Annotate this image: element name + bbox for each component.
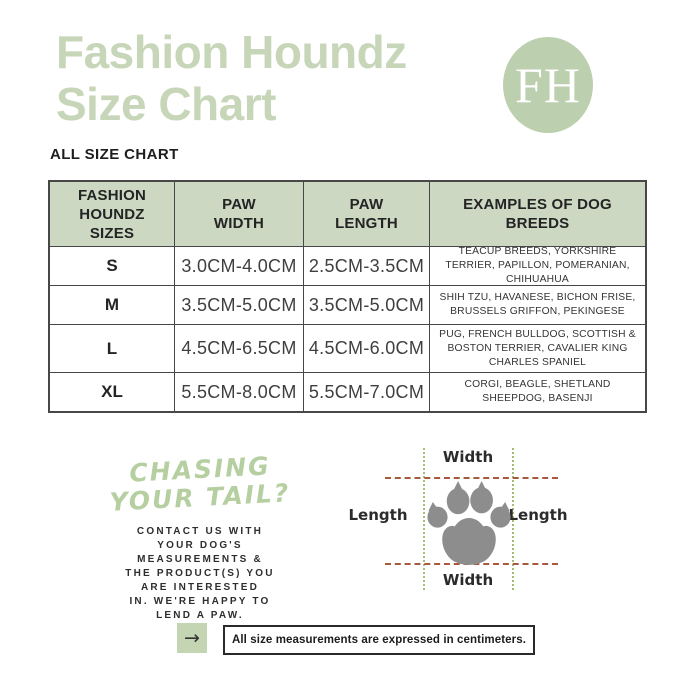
width-guide-line-right	[512, 448, 514, 590]
length-label-left: Length	[348, 506, 408, 524]
breeds-cell: SHIH TZU, HAVANESE, BICHON FRISE, BRUSSE…	[430, 286, 645, 324]
paw-print-icon	[427, 481, 511, 565]
paw-length-cell: 5.5CM-7.0CM	[304, 373, 429, 411]
page-title-line2: Size Chart	[56, 78, 276, 130]
contact-body-line: ARE INTERESTED	[140, 582, 260, 593]
contact-block: CHASING YOUR TAIL? CONTACT US WITH YOUR …	[102, 451, 298, 623]
size-cell: M	[50, 286, 174, 324]
paw-length-cell: 2.5CM-3.5CM	[304, 247, 429, 285]
brand-logo: FH	[503, 37, 593, 133]
paw-measurement-diagram: Width Width Length Length	[349, 440, 575, 610]
arrow-badge: →	[177, 623, 207, 653]
right-arrow-icon: →	[184, 626, 200, 649]
column-header-breeds: EXAMPLES OF DOG BREEDS	[430, 182, 645, 246]
breeds-cell: CORGI, BEAGLE, SHETLAND SHEEPDOG, BASENJ…	[430, 373, 645, 411]
paw-width-cell: 3.0CM-4.0CM	[175, 247, 303, 285]
size-chart-table: FASHION HOUNDZ SIZES PAW WIDTH PAW LENGT…	[48, 180, 647, 413]
width-guide-line-left	[423, 448, 425, 590]
column-header-sizes: FASHION HOUNDZ SIZES	[50, 182, 174, 246]
paw-width-cell: 5.5CM-8.0CM	[175, 373, 303, 411]
measurement-note-text: All size measurements are expressed in c…	[231, 634, 527, 646]
brand-logo-monogram: FH	[515, 57, 581, 113]
width-label-bottom: Width	[442, 571, 494, 589]
paw-width-cell: 3.5CM-5.0CM	[175, 286, 303, 324]
column-header-paw-width: PAW WIDTH	[175, 182, 303, 246]
length-guide-line-top	[385, 477, 558, 479]
contact-body-line: LEND A PAW.	[156, 610, 244, 621]
column-header-paw-length: PAW LENGTH	[304, 182, 429, 246]
contact-body: CONTACT US WITH YOUR DOG'S MEASUREMENTS …	[102, 525, 298, 623]
page-title-line1: Fashion Houndz	[56, 26, 407, 78]
size-cell: S	[50, 247, 174, 285]
paw-length-cell: 3.5CM-5.0CM	[304, 286, 429, 324]
breeds-cell: TEACUP BREEDS, YORKSHIRE TERRIER, PAPILL…	[430, 246, 645, 285]
section-label: ALL SIZE CHART	[50, 146, 179, 163]
contact-body-line: YOUR DOG'S	[157, 540, 243, 551]
paw-width-cell: 4.5CM-6.5CM	[175, 325, 303, 372]
contact-body-line: CONTACT US WITH	[136, 526, 264, 537]
breeds-cell: PUG, FRENCH BULLDOG, SCOTTISH & BOSTON T…	[430, 325, 645, 372]
contact-body-line: IN. WE'RE HAPPY TO	[129, 596, 271, 607]
contact-body-line: THE PRODUCT(S) YOU	[125, 568, 275, 579]
size-cell: L	[50, 325, 174, 372]
size-cell: XL	[50, 373, 174, 411]
contact-body-line: MEASUREMENTS &	[137, 554, 263, 565]
page-title: Fashion Houndz Size Chart	[56, 26, 407, 130]
length-label-right: Length	[508, 506, 568, 524]
measurement-note-box: All size measurements are expressed in c…	[223, 625, 535, 655]
width-label-top: Width	[442, 448, 494, 466]
paw-length-cell: 4.5CM-6.0CM	[304, 325, 429, 372]
